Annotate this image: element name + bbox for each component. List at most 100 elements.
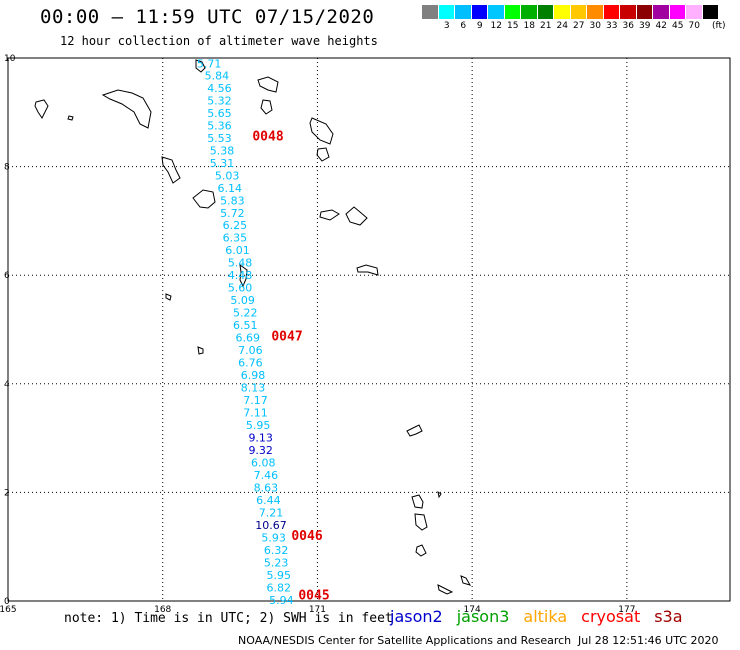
wave-height-value: 5.95	[267, 569, 292, 582]
track-id-label: 0045	[298, 589, 329, 604]
wave-height-value: 5.09	[230, 294, 255, 307]
wave-height-value: 6.14	[218, 182, 243, 195]
satellite-s3a: s3a	[654, 607, 683, 626]
legend-swatch: 9	[471, 5, 488, 31]
legend-label: 36	[622, 21, 634, 31]
island-outline	[195, 59, 206, 73]
wave-height-value: 7.17	[243, 394, 268, 407]
island-outline	[411, 494, 424, 509]
satellite-cryosat: cryosat	[581, 607, 641, 626]
legend-swatch	[422, 5, 439, 31]
wave-height-value: 4.56	[207, 82, 232, 95]
wave-height-value: 5.03	[215, 169, 240, 182]
lat-tick-label: 10	[4, 54, 16, 64]
land-outlines	[34, 59, 472, 595]
wave-height-value: 5.48	[228, 257, 253, 270]
wave-height-value: 9.13	[248, 432, 273, 445]
wave-height-value: 5.65	[207, 107, 232, 120]
island-outline	[415, 544, 427, 557]
generation-timestamp: Jul 28 12:51:46 UTC 2020	[578, 634, 719, 647]
legend-swatch: 42	[653, 5, 670, 31]
footer-note: note: 1) Time is in UTC; 2) SWH is in fe…	[64, 611, 393, 626]
wave-height-value: 9.32	[248, 444, 273, 457]
satellite-jason2: jason2	[390, 607, 443, 626]
map-grid	[7, 57, 731, 602]
legend-label: 70	[688, 21, 700, 31]
island-outline	[197, 346, 204, 355]
island-outline	[406, 424, 423, 437]
island-outline	[161, 156, 181, 184]
wave-height-value: 5.84	[205, 69, 230, 82]
legend-label: 6	[460, 21, 467, 31]
island-outline	[414, 513, 428, 531]
track-id-label: 0046	[291, 529, 322, 544]
wave-height-value: 7.11	[243, 407, 268, 420]
wave-height-value: 5.22	[233, 307, 258, 320]
island-outline	[356, 264, 379, 276]
wave-height-value: 5.71	[197, 57, 222, 70]
wave-height-value: 7.06	[238, 344, 263, 357]
wave-height-value: 6.08	[251, 457, 276, 470]
island-outline	[67, 115, 74, 121]
wave-height-value: 7.21	[259, 506, 284, 519]
wave-height-value: 6.76	[238, 357, 263, 370]
legend-label: 30	[589, 21, 601, 31]
observation-labels: 5.715.844.565.325.655.365.535.385.315.03…	[197, 57, 294, 606]
legend-swatch: 6	[455, 5, 472, 31]
lon-tick-label: 174	[464, 605, 481, 615]
wave-height-value: 6.32	[264, 544, 289, 557]
page-title: 00:00 – 11:59 UTC 07/15/2020	[40, 6, 375, 28]
legend-label: 18	[523, 21, 535, 31]
wave-height-value: 6.35	[223, 232, 248, 245]
legend-unit: (ft)	[712, 21, 726, 31]
legend-label: 45	[672, 21, 684, 31]
legend-swatch: 39	[636, 5, 653, 31]
legend-swatch: 3	[438, 5, 455, 31]
track-id-label: 0047	[271, 330, 302, 345]
wave-height-value: 6.44	[256, 494, 281, 507]
wave-height-value: 5.83	[220, 194, 245, 207]
map-frame	[7, 57, 731, 602]
island-outline	[257, 76, 279, 93]
wave-height-value: 7.46	[254, 469, 279, 482]
island-outline	[260, 99, 273, 115]
legend-swatch: 70	[686, 5, 703, 31]
wave-height-value: 5.95	[246, 419, 271, 432]
color-legend: 3 6 9 12 15 18 21 24 27 30 33 36 39 42 45 70	[422, 5, 719, 31]
legend-swatch: 45	[669, 5, 686, 31]
lat-tick-label: 0	[4, 597, 10, 607]
island-outline	[34, 99, 49, 119]
wave-height-value: 6.98	[241, 369, 266, 382]
lon-tick-label: 171	[309, 605, 326, 615]
legend-label: 27	[573, 21, 585, 31]
satellite-jason3: jason3	[456, 607, 510, 626]
legend-swatch: 12	[488, 5, 505, 31]
legend-label: 24	[556, 21, 568, 31]
lat-tick-label: 2	[4, 488, 10, 498]
island-outline	[165, 293, 172, 301]
wave-height-value: 6.01	[225, 244, 250, 257]
wave-height-value: 6.82	[267, 581, 292, 594]
island-outline	[460, 575, 472, 586]
island-outline	[437, 490, 442, 499]
wave-height-value: 5.38	[210, 144, 235, 157]
lat-tick-label: 4	[4, 380, 10, 390]
island-outline	[309, 117, 334, 145]
credit-line: NOAA/NESDIS Center for Satellite Applica…	[238, 634, 572, 647]
map-axis-labels: 165 168 171 174 177 10 8 6 4 2 0	[0, 54, 635, 615]
island-outline	[316, 147, 330, 162]
legend-label: 42	[655, 21, 667, 31]
wave-height-value: 5.72	[220, 207, 245, 220]
wave-height-value: 5.53	[207, 132, 232, 145]
legend-label: 21	[540, 21, 552, 31]
legend-label: 15	[507, 21, 519, 31]
wave-height-value: 4.48	[228, 269, 253, 282]
legend-label: 12	[490, 21, 502, 31]
island-outline	[345, 206, 368, 226]
wave-height-value: 8.13	[241, 382, 266, 395]
wave-height-value: 10.67	[255, 519, 287, 532]
wave-height-value: 5.32	[207, 94, 232, 107]
wave-height-value: 5.93	[261, 531, 286, 544]
legend-swatch	[702, 5, 719, 31]
island-outline	[192, 189, 216, 209]
